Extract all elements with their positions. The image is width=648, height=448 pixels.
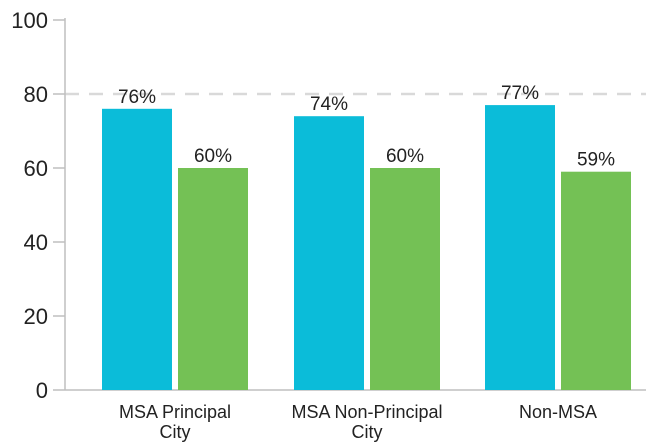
data-label: 60% [386,146,424,167]
y-tick-label: 100 [11,8,48,33]
y-tick-label: 0 [36,378,48,403]
data-label: 76% [118,87,156,108]
x-category-label: MSA Non-Principal [291,402,442,422]
data-label: 59% [577,150,615,171]
bar [294,116,364,390]
bar [102,108,172,391]
x-category-label: Non-MSA [519,402,597,422]
y-tick-label: 60 [24,156,48,181]
bar [485,105,555,390]
y-tick-label: 20 [24,304,48,329]
y-tick-label: 40 [24,230,48,255]
y-tick-label: 80 [24,82,48,107]
x-category-label: MSA Principal [119,402,231,422]
data-label: 60% [194,146,232,167]
x-category-label: City [160,422,191,442]
data-label: 77% [501,83,539,104]
data-label: 74% [310,94,348,115]
bar [178,168,248,390]
x-category-label: City [352,422,383,442]
bar [370,168,440,390]
bar [561,171,631,390]
